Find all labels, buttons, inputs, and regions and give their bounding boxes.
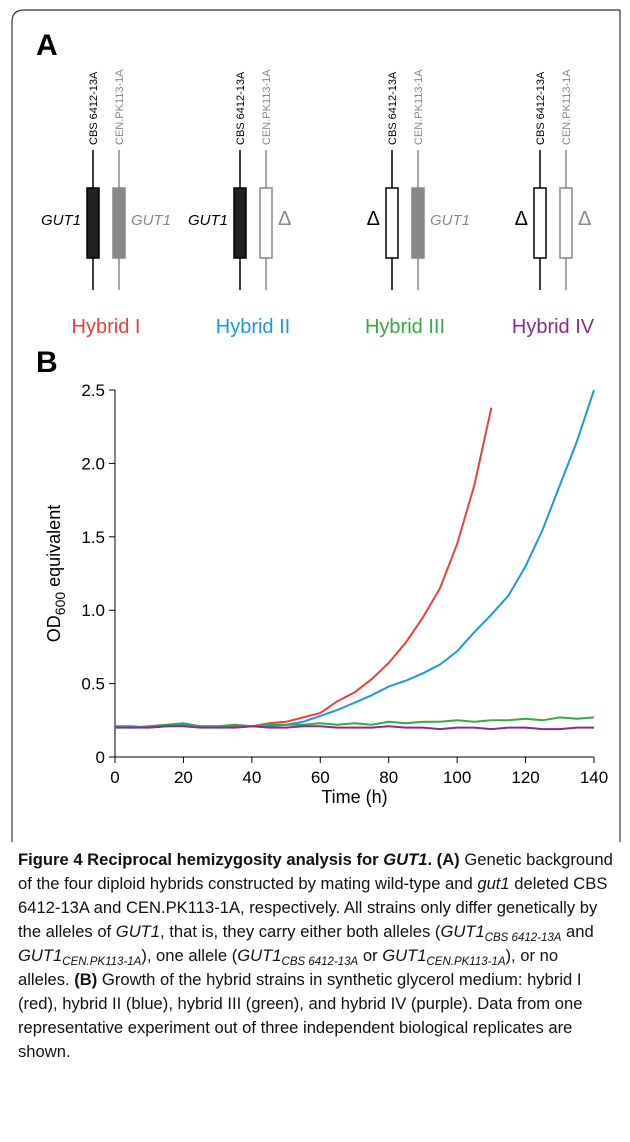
strain-label: CBS 6412-13A: [387, 71, 399, 145]
allele-label: Δ: [515, 208, 528, 230]
strain-label: CBS 6412-13A: [235, 71, 247, 145]
series-line: [115, 725, 594, 731]
y-tick-label: 0.5: [81, 675, 105, 694]
series-line: [115, 389, 595, 729]
caption-segment: deleted CBS 6412-13A and CEN.PK113-1A, r…: [18, 874, 608, 941]
x-tick-label: 0: [110, 768, 119, 787]
caption-segment: ), or no alleles.: [18, 946, 559, 989]
strain-label: CBS 6412-13A: [88, 71, 100, 145]
chromosome-body: [112, 187, 126, 259]
caption-segment: . (A): [427, 850, 460, 869]
hybrid-label: Hybrid I: [72, 316, 141, 338]
chromosome-body: [86, 187, 100, 259]
caption-segment: Figure 4 Reciprocal hemizygosity analysi…: [18, 850, 384, 869]
panel-label: B: [36, 346, 58, 379]
y-axis-label-part: 600: [52, 592, 68, 616]
allele-label: GUT1: [131, 212, 171, 229]
chromosome-body: [233, 187, 247, 259]
x-axis-label: Time (h): [321, 787, 387, 807]
strain-label: CEN.PK113-1A: [114, 69, 126, 145]
y-axis-label-part: equivalent: [44, 505, 64, 592]
caption-segment: GUT1: [18, 946, 63, 965]
caption-segment: CBS 6412-13A: [281, 956, 359, 968]
strain-label: CEN.PK113-1A: [561, 69, 573, 145]
caption-segment: GUT1: [382, 946, 427, 965]
allele-label: GUT1: [188, 212, 228, 229]
caption-segment: Growth of the hybrid strains in syntheti…: [18, 970, 583, 1061]
chromosome-body: [533, 187, 547, 259]
caption-segment: GUT1: [383, 850, 428, 869]
y-tick-label: 2.0: [81, 454, 105, 473]
x-tick-label: 120: [511, 768, 539, 787]
chromosome-body: [259, 187, 273, 259]
x-tick-label: 20: [174, 768, 193, 787]
hybrid-label: Hybrid III: [365, 316, 445, 338]
y-axis-label: OD600 equivalent: [44, 505, 68, 642]
series-line: [114, 407, 493, 729]
x-tick-label: 80: [379, 768, 398, 787]
caption-segment: CEN.PK113-1A: [62, 956, 142, 968]
caption-segment: GUT1: [237, 946, 282, 965]
figure-border: [11, 9, 620, 842]
allele-label: GUT1: [430, 212, 470, 229]
x-tick-label: 140: [580, 768, 608, 787]
caption-segment: CEN.PK113-1A: [426, 956, 506, 968]
caption-segment: and: [561, 922, 594, 941]
y-tick-label: 1.0: [81, 601, 105, 620]
hybrid-label: Hybrid IV: [512, 316, 595, 338]
allele-label: Δ: [278, 208, 291, 230]
chromosome-body: [385, 187, 399, 259]
caption-segment: , that is, they carry either both allele…: [160, 922, 441, 941]
allele-label: GUT1: [41, 212, 81, 229]
allele-label: Δ: [578, 208, 591, 230]
caption-segment: or: [358, 946, 383, 965]
caption-segment: gut1: [477, 874, 510, 893]
y-tick-label: 2.5: [81, 381, 105, 400]
x-tick-label: 60: [311, 768, 330, 787]
figure: A B CBS 6412-13A GUT1 CEN.PK113-1A GUT1 Hybr…: [11, 9, 621, 842]
hybrid-label: Hybrid II: [216, 316, 290, 338]
chromosome-body: [559, 187, 573, 259]
caption-segment: (B): [74, 970, 98, 989]
caption: Figure 4 Reciprocal hemizygosity analysi…: [18, 848, 614, 1064]
y-tick-label: 1.5: [81, 528, 105, 547]
x-tick-label: 40: [242, 768, 261, 787]
y-axis-label-part: OD: [44, 615, 64, 642]
x-tick-label: 100: [443, 768, 471, 787]
caption-segment: GUT1: [115, 922, 161, 941]
allele-label: Δ: [367, 208, 380, 230]
panel-label: A: [36, 29, 58, 62]
strain-label: CEN.PK113-1A: [261, 69, 273, 145]
caption-segment: Genetic background of the four diploid h…: [18, 850, 613, 893]
strain-label: CBS 6412-13A: [535, 71, 547, 145]
strain-label: CEN.PK113-1A: [413, 69, 425, 145]
caption-segment: GUT1: [440, 922, 485, 941]
y-tick-label: 0: [96, 748, 105, 767]
series-line: [114, 716, 595, 729]
caption-segment: CBS 6412-13A: [484, 932, 562, 944]
caption-segment: ), one allele (: [141, 946, 238, 965]
chromosome-body: [411, 187, 425, 259]
